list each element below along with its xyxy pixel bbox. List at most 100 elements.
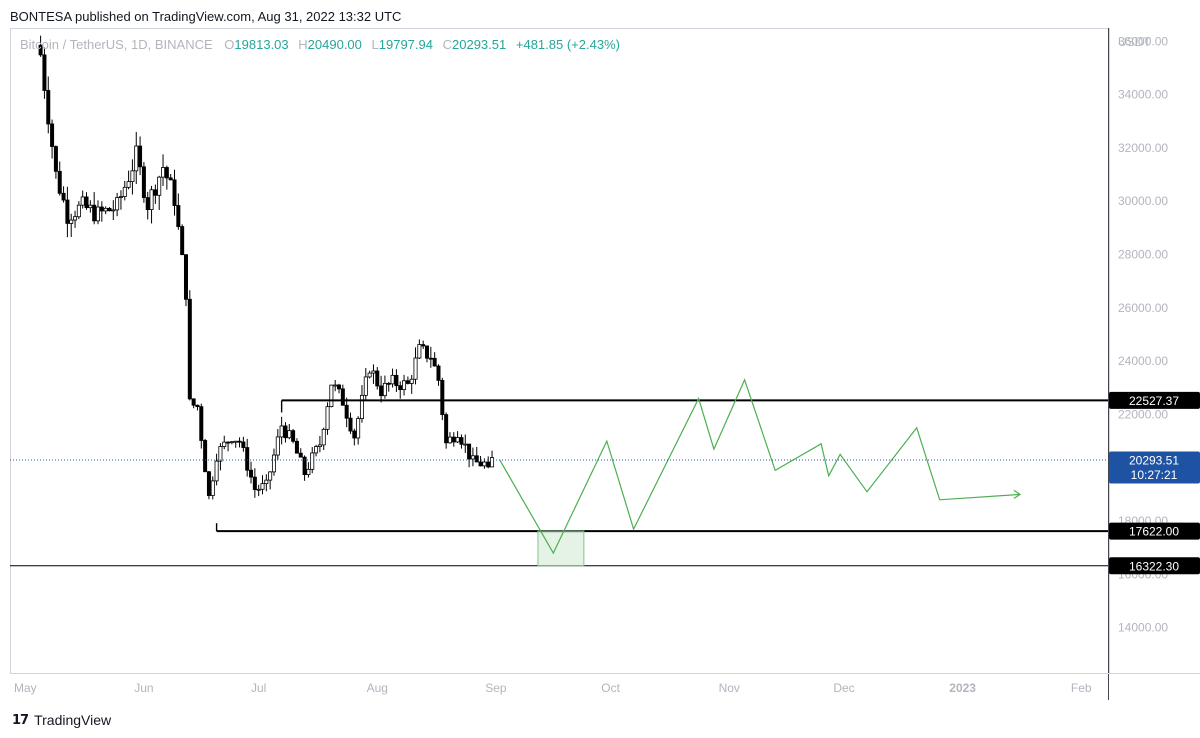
level-badge xyxy=(1109,391,1200,409)
candle-up xyxy=(321,428,326,446)
candle-down xyxy=(50,123,55,147)
candle-up xyxy=(329,384,334,408)
level-label: 16322.30 xyxy=(1129,559,1179,573)
candle-up xyxy=(314,446,319,454)
candle-up xyxy=(214,460,219,482)
footer-brand: TradingView xyxy=(34,712,112,728)
candle-down xyxy=(352,430,357,439)
candle-up xyxy=(222,441,227,447)
candle-up xyxy=(95,206,100,222)
open-value: 19813.03 xyxy=(234,37,288,52)
candle-up xyxy=(367,372,372,378)
candle-down xyxy=(138,145,143,168)
candle-down xyxy=(436,365,441,381)
candle-down xyxy=(176,205,181,227)
x-tick-label: 2023 xyxy=(949,681,976,695)
candle-down xyxy=(348,417,353,432)
candle-down xyxy=(180,226,185,256)
candle-up xyxy=(134,145,139,172)
candle-down xyxy=(467,443,472,460)
candle-up xyxy=(359,394,364,419)
candle-down xyxy=(237,440,242,443)
level-badge xyxy=(1109,557,1200,575)
y-tick-label: 28000.00 xyxy=(1118,248,1168,262)
candle-up xyxy=(256,488,261,491)
candle-up xyxy=(233,440,238,443)
candle-up xyxy=(76,204,81,218)
candle-up xyxy=(490,457,495,468)
candle-up xyxy=(409,378,414,384)
candle-up xyxy=(482,461,487,467)
candle-up xyxy=(268,471,273,481)
x-tick-label: Jul xyxy=(251,681,266,695)
low-value: 19797.94 xyxy=(379,37,433,52)
candle-up xyxy=(325,406,330,430)
candle-up xyxy=(279,425,284,438)
candle-up xyxy=(275,436,280,456)
time-axis[interactable]: May Jun Jul Aug Sep Oct Nov Dec 2023 Feb xyxy=(14,681,1092,695)
candle-up xyxy=(371,370,376,374)
candle-down xyxy=(291,430,296,442)
level-price-labels: 22527.37 17622.00 16322.30 xyxy=(1109,391,1200,575)
candle-up xyxy=(356,418,361,439)
x-tick-label: Nov xyxy=(719,681,740,695)
candle-up xyxy=(317,444,322,447)
candle-down xyxy=(344,404,349,419)
candle-up xyxy=(210,480,215,496)
x-tick-label: Sep xyxy=(485,681,507,695)
candle-down xyxy=(187,298,192,400)
ohlc-legend: Bitcoin / TetherUS, 1D, BINANCE O19813.0… xyxy=(20,37,620,52)
candle-down xyxy=(164,167,169,179)
projection-path[interactable] xyxy=(499,378,1021,555)
candle-down xyxy=(107,207,112,212)
candle-down xyxy=(375,370,380,387)
candle-down xyxy=(451,436,456,443)
candle-up xyxy=(69,219,74,224)
candle-down xyxy=(61,192,66,201)
candle-up xyxy=(306,468,311,475)
candle-up xyxy=(130,170,135,183)
candle-down xyxy=(398,385,403,391)
candle-down xyxy=(440,379,445,416)
candle-down xyxy=(249,469,254,478)
y-tick-label: 32000.00 xyxy=(1118,141,1168,155)
x-tick-label: May xyxy=(14,681,37,695)
y-tick-label: 34000.00 xyxy=(1118,88,1168,102)
candle-up xyxy=(417,344,422,359)
x-tick-label: Feb xyxy=(1071,681,1092,695)
candle-up xyxy=(455,437,460,443)
x-tick-label: Jun xyxy=(134,681,153,695)
candle-down xyxy=(474,455,479,463)
currency-label: USDT xyxy=(1118,35,1151,49)
candle-up xyxy=(470,455,475,460)
candle-up xyxy=(382,382,387,397)
candle-down xyxy=(302,456,307,475)
candle-up xyxy=(413,357,418,380)
x-tick-label: Dec xyxy=(833,681,854,695)
candle-up xyxy=(103,207,108,212)
candle-up xyxy=(264,479,269,485)
projection-arrowhead xyxy=(1013,489,1022,499)
candle-up xyxy=(218,446,223,462)
projection-drawing[interactable] xyxy=(499,378,1022,567)
level-badge xyxy=(1109,522,1200,540)
candle-down xyxy=(53,146,58,172)
candle-down xyxy=(459,437,464,445)
high-value: 20490.00 xyxy=(308,37,362,52)
candle-up xyxy=(80,196,85,206)
tradingview-logo-icon: 17 xyxy=(12,712,29,728)
candle-up xyxy=(260,483,265,490)
close-value: 20293.51 xyxy=(452,37,506,52)
candle-up xyxy=(115,197,120,211)
candle-down xyxy=(386,382,391,385)
symbol-label: Bitcoin / TetherUS, 1D, BINANCE xyxy=(20,37,213,52)
candle-down xyxy=(486,461,491,468)
candle-down xyxy=(241,441,246,448)
candle-down xyxy=(206,471,211,496)
y-tick-label: 26000.00 xyxy=(1118,301,1168,315)
price-axis[interactable]: 14000.0016000.0018000.0020000.0022000.00… xyxy=(1118,34,1168,634)
x-tick-label: Aug xyxy=(367,681,388,695)
candle-down xyxy=(425,345,430,359)
candle-up xyxy=(88,204,93,209)
